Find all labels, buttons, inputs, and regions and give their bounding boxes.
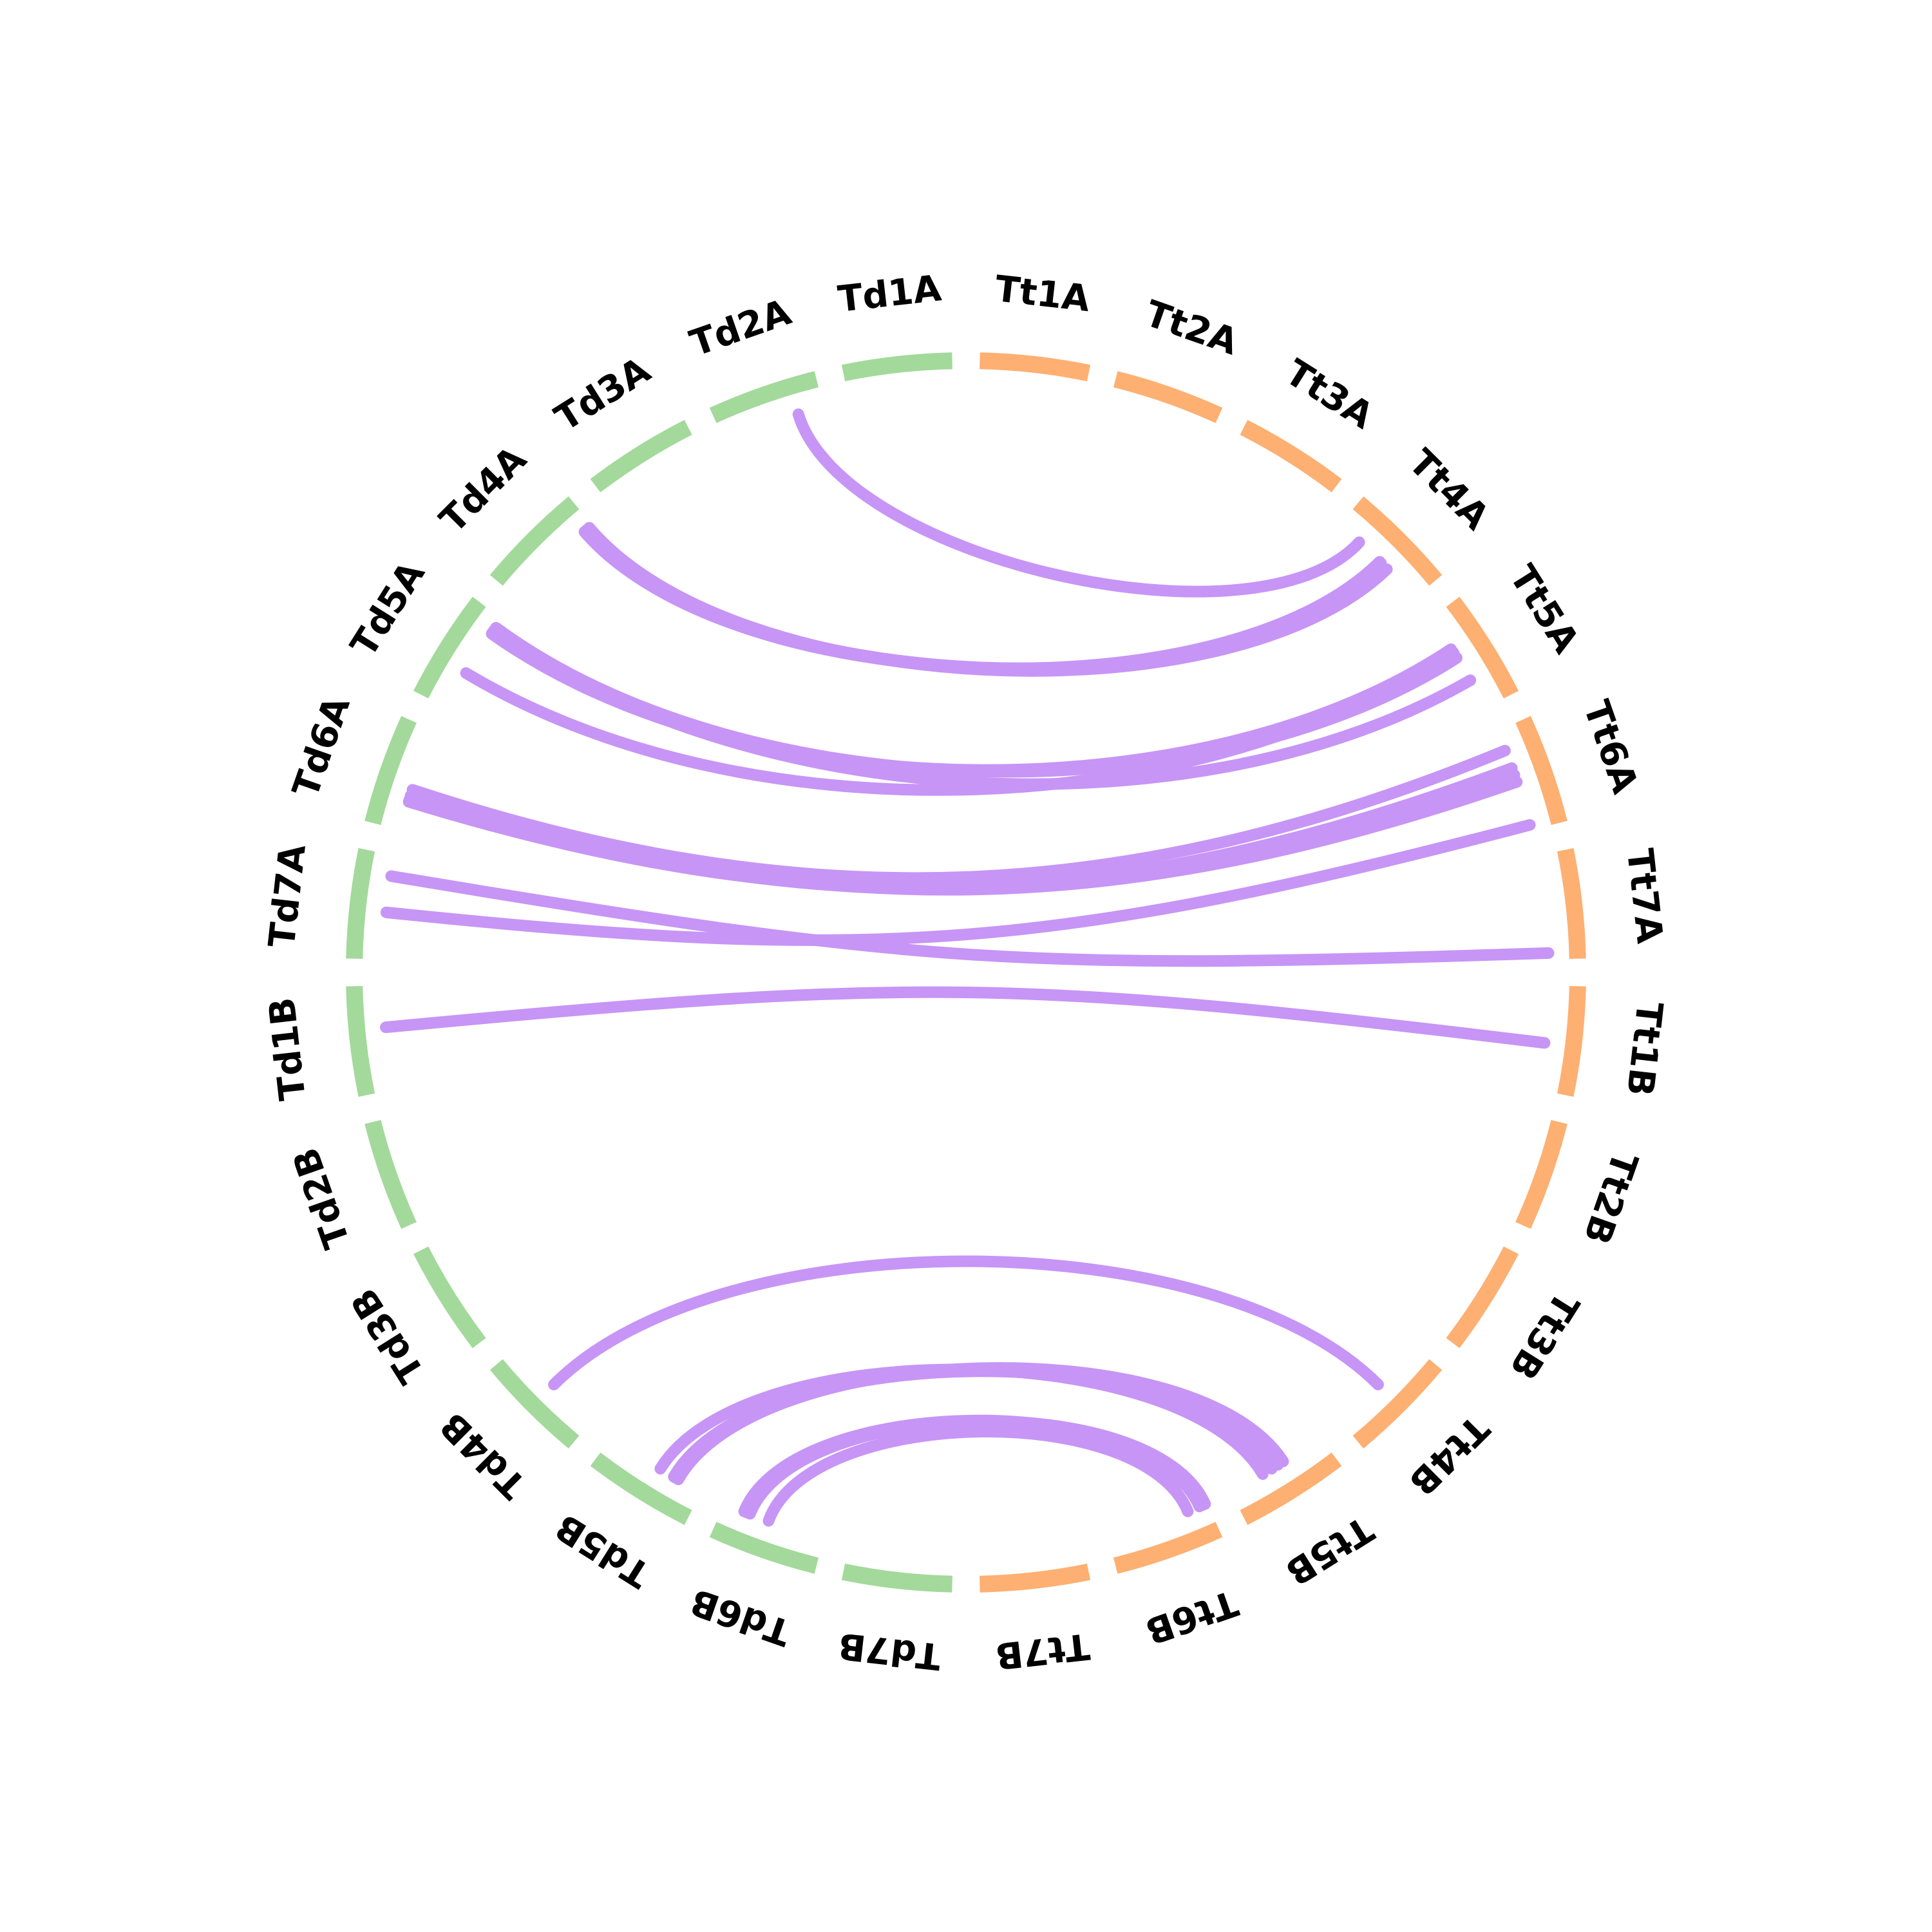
chromosome-td5b xyxy=(590,1452,692,1526)
chromosome-td5a xyxy=(413,596,486,699)
chromosome-td4b xyxy=(489,1359,580,1449)
chromosome-td6a xyxy=(365,715,417,825)
chromosome-tt5b xyxy=(1240,1452,1342,1526)
chromosome-td3a xyxy=(590,419,692,493)
chromosome-td6b xyxy=(709,1522,819,1574)
synteny-link-16 xyxy=(548,1255,1384,1390)
chromosome-td3b xyxy=(413,1246,486,1349)
chromosome-tt4b xyxy=(1352,1359,1443,1449)
chromosome-tt2b xyxy=(1515,1120,1567,1229)
synteny-link-23 xyxy=(744,1415,1211,1520)
synteny-link-0 xyxy=(792,408,1365,598)
chromosome-tt4a xyxy=(1352,496,1443,586)
synteny-link-11 xyxy=(404,776,1523,896)
synteny-link-8 xyxy=(489,623,1477,790)
chromosome-td1b xyxy=(346,986,375,1097)
chromosome-tt5a xyxy=(1446,596,1519,699)
synteny-link-13 xyxy=(380,819,1536,946)
chromosome-td4a xyxy=(489,496,580,586)
synteny-link-12 xyxy=(406,744,1511,884)
chromosome-td7a xyxy=(346,848,375,959)
chromosome-td2a xyxy=(709,371,819,423)
synteny-link-15 xyxy=(380,986,1551,1049)
synteny-link-24 xyxy=(762,1426,1194,1527)
synteny-links xyxy=(380,408,1555,1527)
chromosome-td7b xyxy=(841,1563,952,1593)
chromosome-tt2a xyxy=(1113,371,1223,423)
synteny-link-20 xyxy=(672,1362,1289,1486)
chromosome-tt3b xyxy=(1446,1246,1519,1349)
chromosome-tt1b xyxy=(1557,986,1586,1097)
chromosome-td1a xyxy=(841,352,952,382)
chromosome-tt6a xyxy=(1515,715,1567,825)
chromosome-tt7b xyxy=(980,1563,1091,1593)
synteny-link-3 xyxy=(583,522,1393,677)
chromosome-tt7a xyxy=(1557,848,1586,959)
chromosome-ring xyxy=(346,352,1586,1593)
synteny-link-14 xyxy=(385,870,1555,967)
chromosome-tt3a xyxy=(1240,419,1342,493)
chromosome-td2b xyxy=(365,1120,417,1229)
chromosome-tt1a xyxy=(980,352,1091,382)
chromosome-tt6b xyxy=(1113,1522,1223,1574)
